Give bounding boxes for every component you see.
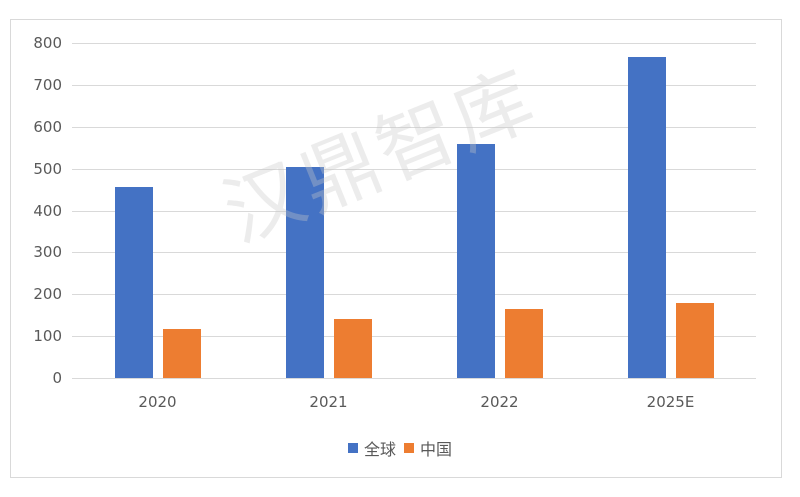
y-tick-label: 500 [33, 159, 62, 178]
gridline [72, 378, 756, 379]
gridline [72, 210, 756, 212]
legend-label-china: 中国 [420, 440, 453, 459]
y-tick-label: 600 [33, 117, 62, 136]
gridline [72, 126, 756, 128]
bar [675, 303, 714, 378]
y-tick-label: 0 [52, 369, 62, 387]
gridline [72, 336, 756, 338]
bar [162, 329, 201, 378]
legend-item-china: 中国 [404, 436, 452, 460]
y-tick-label: 400 [33, 201, 62, 220]
bar [285, 166, 324, 378]
gridline [72, 252, 756, 254]
bar [504, 308, 543, 378]
bar [456, 144, 495, 378]
gridline [72, 294, 756, 296]
bar [333, 318, 372, 378]
y-tick-label: 100 [33, 327, 62, 346]
x-tick-label: 2025E [646, 393, 695, 411]
legend-item-global: 全球 [347, 436, 396, 460]
legend-swatch-china [404, 443, 414, 453]
gridline [72, 84, 756, 86]
y-tick-label: 800 [33, 34, 62, 52]
legend: 全球 中国 [0, 436, 800, 460]
gridline [72, 43, 756, 44]
gridline [72, 168, 756, 170]
bar [114, 187, 153, 378]
y-tick-label: 300 [33, 243, 62, 262]
legend-swatch-global [347, 443, 358, 453]
y-tick-label: 700 [33, 75, 62, 94]
bar [627, 57, 666, 378]
x-tick-label: 2020 [138, 393, 177, 411]
legend-label-global: 全球 [363, 440, 396, 459]
x-tick-label: 2021 [309, 393, 348, 411]
y-tick-label: 200 [33, 285, 62, 304]
x-tick-label: 2022 [480, 393, 519, 411]
